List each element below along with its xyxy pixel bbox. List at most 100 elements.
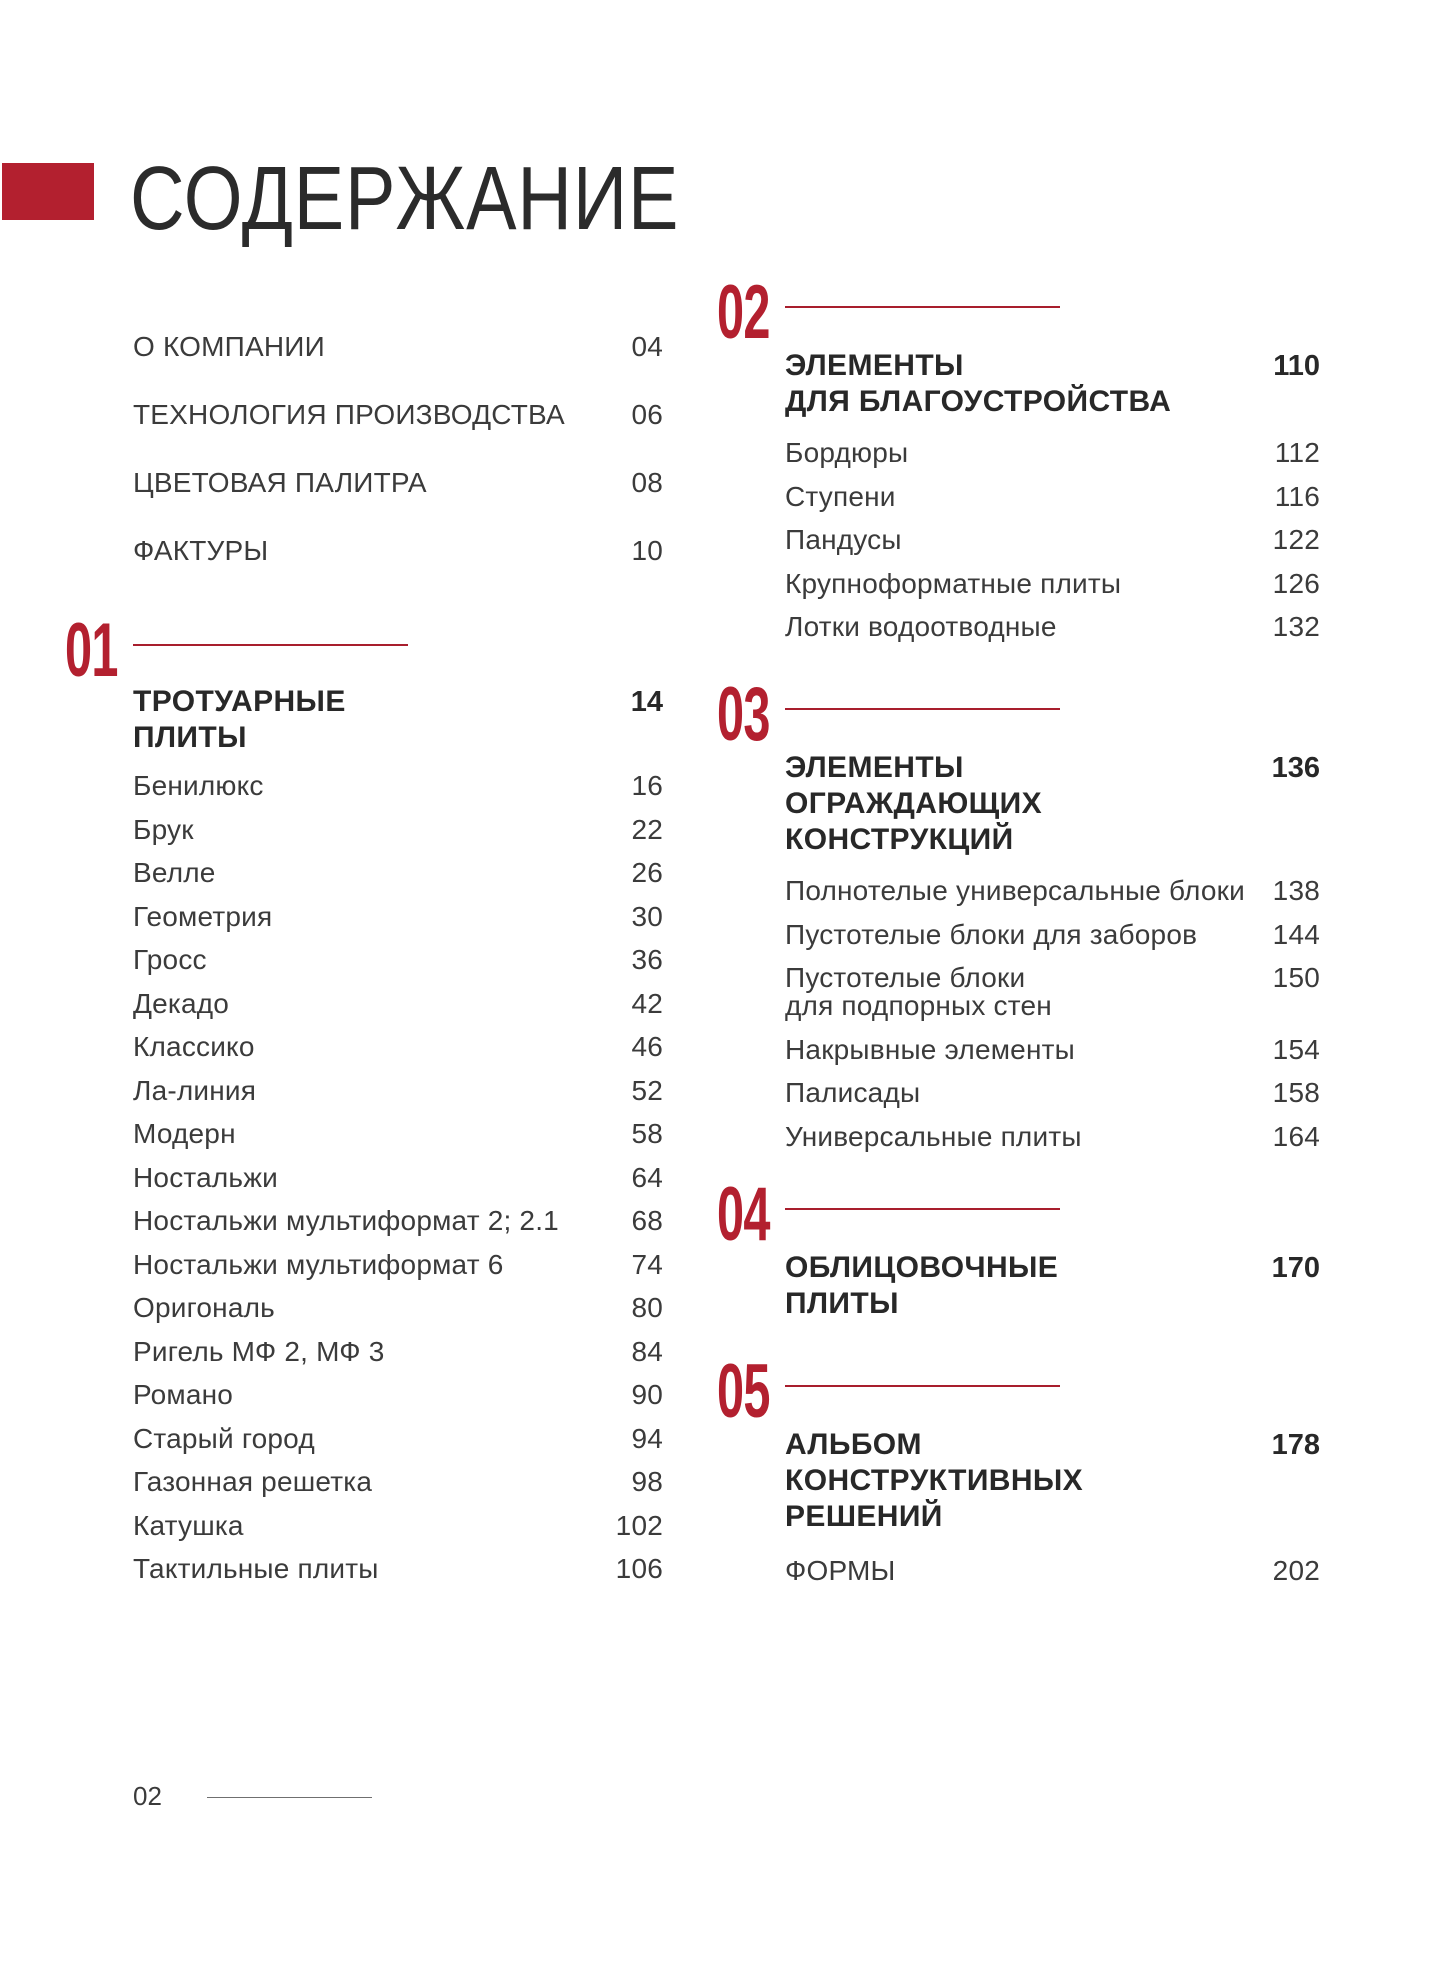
toc-entry-page: 04 bbox=[631, 331, 663, 362]
toc-entry[interactable]: ФОРМЫ 202 bbox=[785, 1554, 1320, 1586]
section-rule bbox=[785, 306, 1060, 308]
toc-entry[interactable]: Оригональ 80 bbox=[133, 1294, 663, 1322]
toc-entry-label: Ступени bbox=[785, 480, 896, 512]
toc-entry-page: 16 bbox=[631, 770, 663, 801]
section-number-text: 01 bbox=[65, 608, 118, 693]
section-title-row: ОБЛИЦОВОЧНЫЕ ПЛИТЫ 170 bbox=[785, 1250, 1320, 1322]
toc-entry-page: 116 bbox=[1274, 480, 1320, 512]
toc-entry-page: 08 bbox=[631, 467, 663, 498]
toc-entry-label: Тактильные плиты bbox=[133, 1553, 379, 1584]
section-head: 01 bbox=[65, 613, 663, 689]
section-rule bbox=[785, 1207, 1060, 1210]
toc-entry[interactable]: Брук 22 bbox=[133, 815, 663, 844]
toc-entry[interactable]: Палисады 158 bbox=[785, 1079, 1320, 1107]
toc-entry[interactable]: Полнотелые универсальные блоки 138 bbox=[785, 877, 1320, 905]
footer-page-number: 02 bbox=[133, 1781, 162, 1811]
section-block-01: 01 ТРОТУАРНЫЕ ПЛИТЫ 14 Бенилюкс 16 Брук 22 Велл… bbox=[65, 613, 663, 1583]
section-number-text: 02 bbox=[717, 270, 770, 355]
toc-entry[interactable]: Универсальные плиты 164 bbox=[785, 1120, 1320, 1152]
toc-entry-page: 52 bbox=[631, 1074, 663, 1106]
section-page: 170 bbox=[1271, 1251, 1320, 1284]
section-number-text: 05 bbox=[717, 1348, 770, 1434]
toc-entry[interactable]: Ригель МФ 2, МФ 3 84 bbox=[133, 1335, 663, 1367]
section-head: 03 bbox=[717, 677, 1320, 753]
section-title: ЭЛЕМЕНТЫ ОГРАЖДАЮЩИХ КОНСТРУКЦИЙ bbox=[785, 751, 1043, 856]
section-rule bbox=[133, 644, 408, 646]
toc-entry[interactable]: Катушка 102 bbox=[133, 1509, 663, 1541]
toc-entry-page: 126 bbox=[1272, 567, 1320, 599]
toc-entry-page: 26 bbox=[631, 857, 663, 888]
section-title: ТРОТУАРНЫЕ ПЛИТЫ bbox=[133, 685, 346, 754]
toc-entry[interactable]: Классико 46 bbox=[133, 1033, 663, 1061]
toc-entry[interactable]: Геометрия 30 bbox=[133, 902, 663, 931]
toc-list-intro: О КОМПАНИИ 04 ТЕХНОЛОГИЯ ПРОИЗВОДСТВА 06 ЦВЕ… bbox=[133, 333, 663, 565]
toc-entry[interactable]: Модерн 58 bbox=[133, 1120, 663, 1148]
toc-entry[interactable]: О КОМПАНИИ 04 bbox=[133, 333, 663, 361]
toc-entry-label: Бордюры bbox=[785, 437, 909, 468]
section-items: Бордюры 112 Ступени 116 Пандусы 122 Крупноформ… bbox=[785, 439, 1320, 641]
toc-entry-page: 98 bbox=[631, 1466, 663, 1497]
toc-entry-page: 64 bbox=[631, 1161, 663, 1193]
toc-entry-label: Полнотелые универсальные блоки bbox=[785, 875, 1245, 906]
page-title: СОДЕРЖАНИЕ bbox=[130, 153, 784, 245]
section-rule bbox=[785, 708, 1060, 710]
toc-entry[interactable]: Бенилюкс 16 bbox=[133, 772, 663, 800]
toc-entry[interactable]: Пустотелые блоки для заборов 144 bbox=[785, 918, 1320, 950]
section-title-row: АЛЬБОМ КОНСТРУКТИВНЫХ РЕШЕНИЙ 178 bbox=[785, 1427, 1320, 1535]
toc-entry[interactable]: Газонная решетка 98 bbox=[133, 1468, 663, 1496]
toc-entry-label: ТЕХНОЛОГИЯ ПРОИЗВОДСТВА bbox=[133, 399, 565, 430]
section-title: АЛЬБОМ КОНСТРУКТИВНЫХ РЕШЕНИЙ bbox=[785, 1427, 1084, 1533]
toc-entry[interactable]: Декадо 42 bbox=[133, 989, 663, 1018]
toc-entry[interactable]: Накрывные элементы 154 bbox=[785, 1033, 1320, 1065]
toc-entry-label: Ригель МФ 2, МФ 3 bbox=[133, 1335, 385, 1367]
toc-entry[interactable]: Ступени 116 bbox=[785, 480, 1320, 512]
toc-entry-page: 122 bbox=[1272, 524, 1320, 555]
toc-entry[interactable]: Ла-линия 52 bbox=[133, 1074, 663, 1106]
section-items: Полнотелые универсальные блоки 138 Пустоте… bbox=[785, 877, 1320, 1151]
toc-entry-page: 164 bbox=[1272, 1120, 1320, 1152]
section-block-03: 03 ЭЛЕМЕНТЫ ОГРАЖДАЮЩИХ КОНСТРУКЦИЙ 136 Пол… bbox=[717, 677, 1320, 1151]
accent-rectangle bbox=[2, 163, 94, 220]
toc-entry[interactable]: Лотки водоотводные 132 bbox=[785, 613, 1320, 641]
section-number: 03 bbox=[717, 677, 800, 753]
toc-entry[interactable]: Пустотелые блоки для подпорных стен 150 bbox=[785, 964, 1320, 1020]
toc-entry[interactable]: Ностальжи мультиформат 2; 2.1 68 bbox=[133, 1207, 663, 1235]
toc-entry-label: Ностальжи мультиформат 6 bbox=[133, 1248, 504, 1280]
toc-entry[interactable]: Ностальжи 64 bbox=[133, 1161, 663, 1193]
toc-entry-label: Ностальжи мультиформат 2; 2.1 bbox=[133, 1205, 559, 1236]
toc-entry-label: Велле bbox=[133, 857, 216, 888]
toc-entry-label: Накрывные элементы bbox=[785, 1033, 1075, 1065]
toc-entry[interactable]: Пандусы 122 bbox=[785, 526, 1320, 554]
toc-entry-page: 90 bbox=[631, 1379, 663, 1410]
toc-entry[interactable]: Крупноформатные плиты 126 bbox=[785, 567, 1320, 599]
toc-entry-label: ФАКТУРЫ bbox=[133, 535, 269, 566]
toc-entry[interactable]: ЦВЕТОВАЯ ПАЛИТРА 08 bbox=[133, 469, 663, 497]
toc-entry-page: 132 bbox=[1272, 611, 1320, 642]
toc-entry[interactable]: Тактильные плиты 106 bbox=[133, 1555, 663, 1583]
toc-entry[interactable]: Ностальжи мультиформат 6 74 bbox=[133, 1248, 663, 1280]
section-number-text: 04 bbox=[717, 1171, 770, 1257]
toc-entry[interactable]: Бордюры 112 bbox=[785, 439, 1320, 467]
toc-entry[interactable]: Гросс 36 bbox=[133, 946, 663, 974]
toc-entry[interactable]: Романо 90 bbox=[133, 1381, 663, 1409]
toc-entry-page: 68 bbox=[631, 1205, 663, 1236]
toc-entry-label: Пустотелые блоки для заборов bbox=[785, 918, 1198, 950]
toc-entry[interactable]: ТЕХНОЛОГИЯ ПРОИЗВОДСТВА 06 bbox=[133, 401, 663, 429]
section-block-02: 02 ЭЛЕМЕНТЫ ДЛЯ БЛАГОУСТРОЙСТВА 110 Бордюры… bbox=[717, 275, 1320, 641]
toc-left-column: О КОМПАНИИ 04 ТЕХНОЛОГИЯ ПРОИЗВОДСТВА 06 ЦВЕ… bbox=[65, 333, 663, 1583]
toc-entry[interactable]: Велле 26 bbox=[133, 859, 663, 887]
toc-entry-label: Романо bbox=[133, 1379, 234, 1410]
section-number: 05 bbox=[717, 1348, 800, 1434]
toc-entry-page: 202 bbox=[1272, 1554, 1320, 1586]
toc-entry-label: Гросс bbox=[133, 944, 207, 975]
toc-entry-label: Универсальные плиты bbox=[785, 1120, 1082, 1152]
toc-entry-page: 36 bbox=[631, 944, 663, 975]
toc-entry[interactable]: Старый город 94 bbox=[133, 1424, 663, 1453]
toc-entry-label: Крупноформатные плиты bbox=[785, 567, 1122, 599]
toc-entry-label: Катушка bbox=[133, 1509, 244, 1541]
section-title: ОБЛИЦОВОЧНЫЕ ПЛИТЫ bbox=[785, 1250, 1059, 1320]
toc-entry-label: Лотки водоотводные bbox=[785, 611, 1057, 642]
toc-entry-label: О КОМПАНИИ bbox=[133, 331, 325, 362]
toc-entry-page: 112 bbox=[1274, 437, 1320, 468]
toc-entry[interactable]: ФАКТУРЫ 10 bbox=[133, 537, 663, 565]
